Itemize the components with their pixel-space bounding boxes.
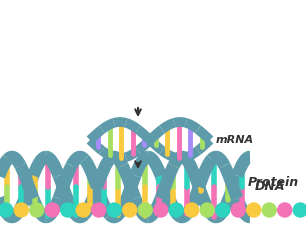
Circle shape [123, 203, 137, 217]
Circle shape [0, 203, 13, 217]
Circle shape [45, 203, 59, 217]
Circle shape [278, 203, 292, 217]
Circle shape [185, 203, 199, 217]
Circle shape [247, 203, 261, 217]
Circle shape [262, 203, 276, 217]
Text: DNA: DNA [255, 180, 285, 193]
Circle shape [92, 203, 106, 217]
Text: mRNA: mRNA [216, 135, 254, 145]
Circle shape [138, 203, 152, 217]
Circle shape [76, 203, 90, 217]
Circle shape [107, 203, 121, 217]
Circle shape [154, 203, 168, 217]
Circle shape [231, 203, 245, 217]
Circle shape [14, 203, 28, 217]
Circle shape [169, 203, 183, 217]
Circle shape [61, 203, 75, 217]
Circle shape [216, 203, 230, 217]
Circle shape [200, 203, 214, 217]
Circle shape [30, 203, 44, 217]
Text: Protein: Protein [248, 175, 299, 188]
Circle shape [293, 203, 306, 217]
